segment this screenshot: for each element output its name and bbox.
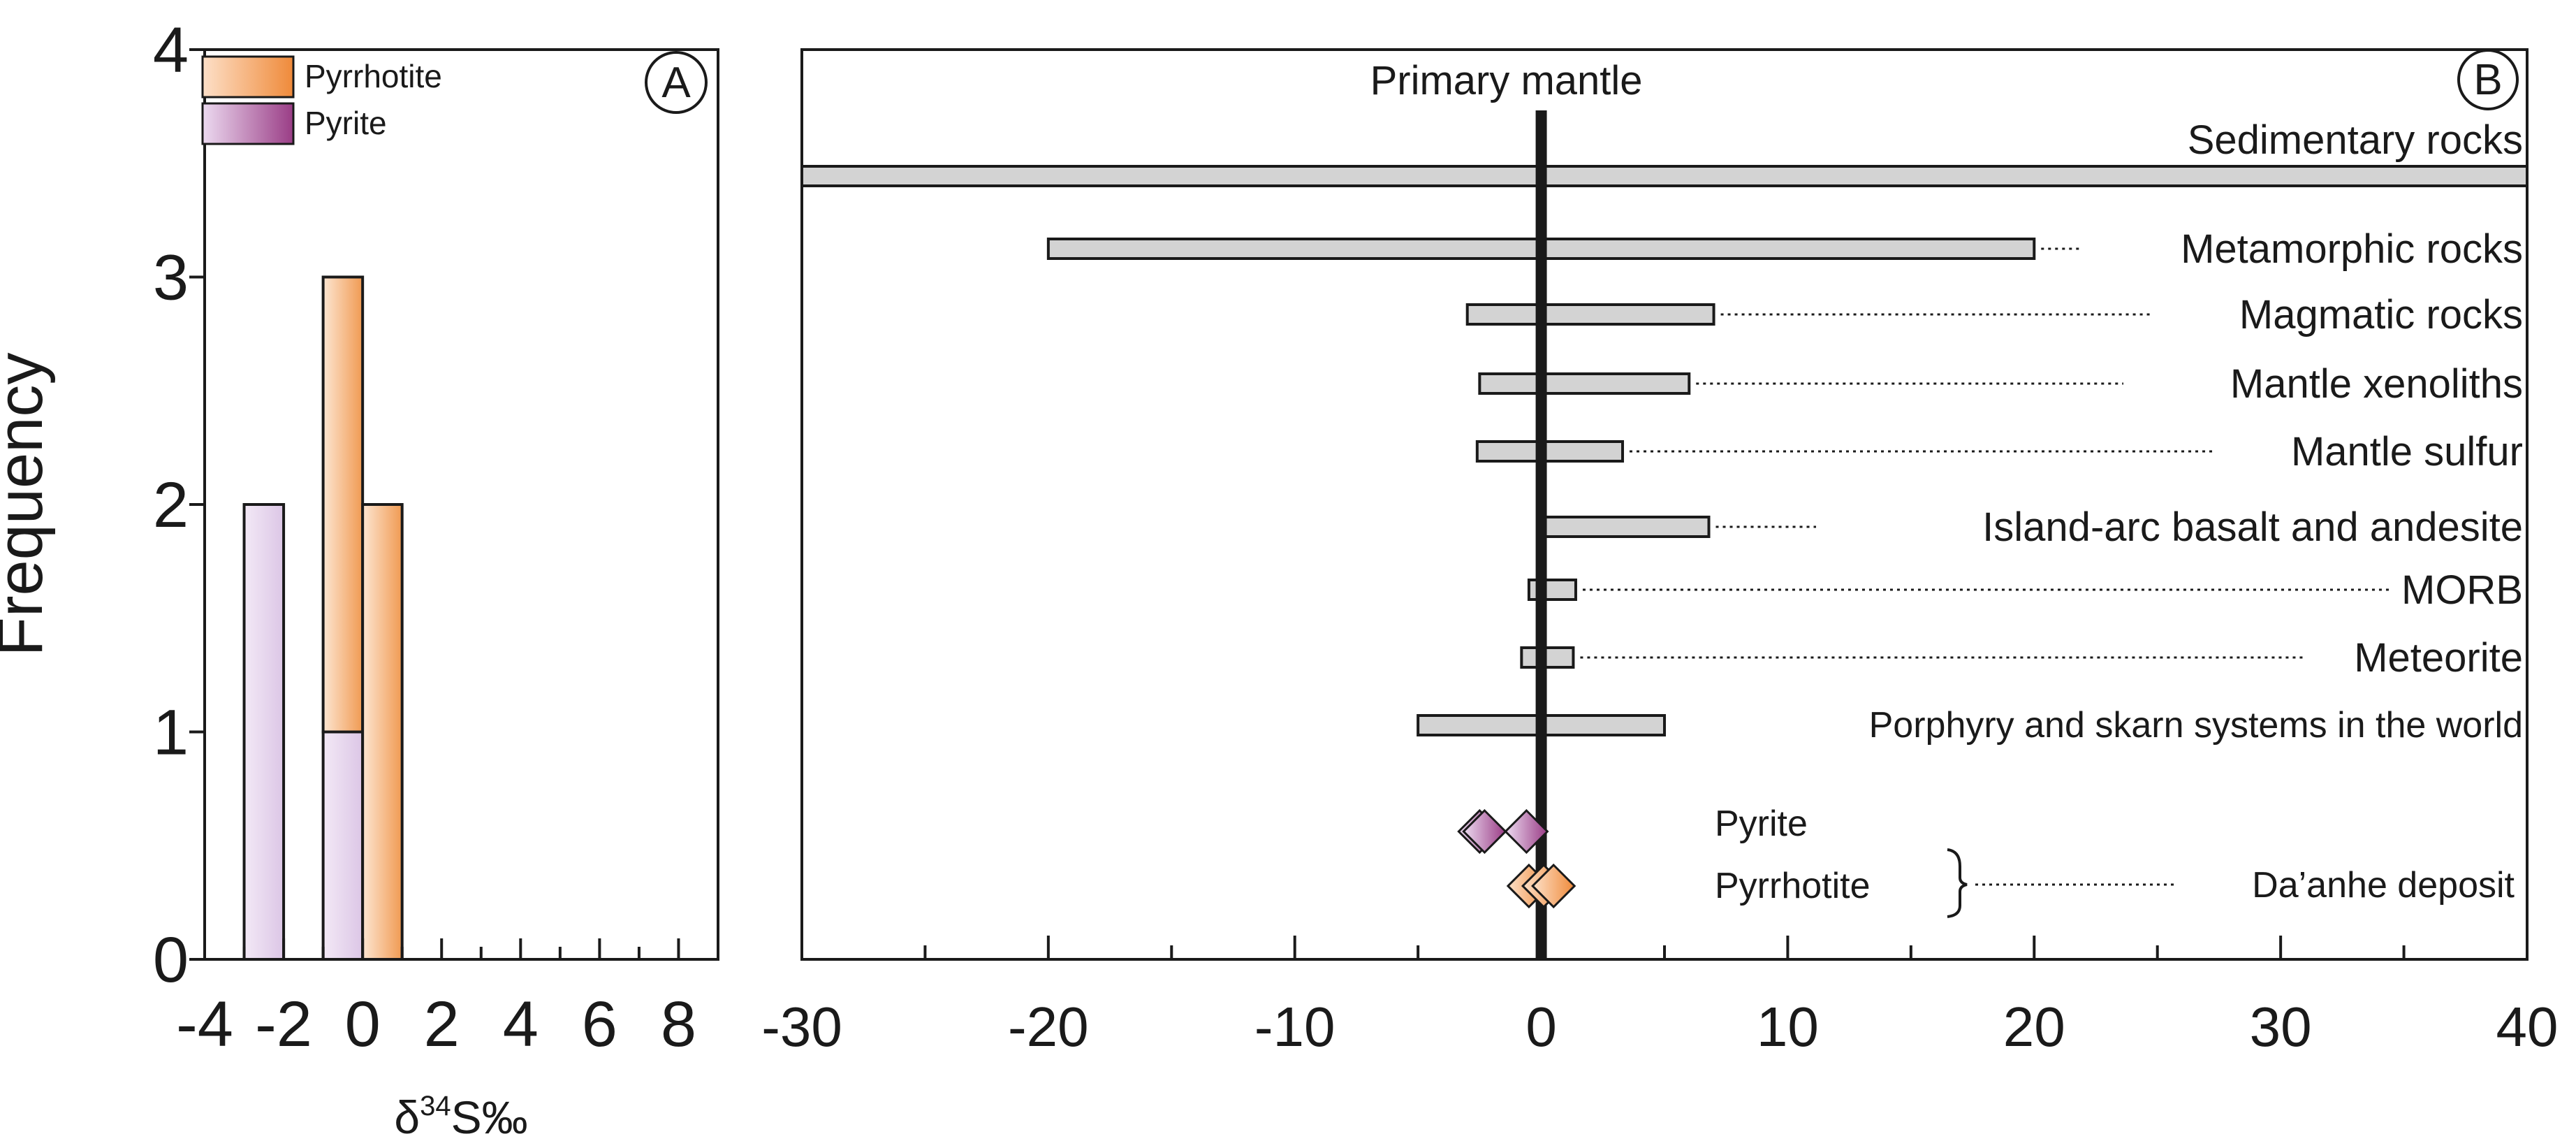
range-label-mantle-sulfur: Mantle sulfur [2291,429,2523,474]
panel-a-badge: A [645,51,708,114]
panel-b-x-tick-label: 20 [2003,996,2065,1058]
panel-a-y-tick-label: 1 [153,697,189,769]
range-label-porphyry-and-skarn-systems-in-the-world: Porphyry and skarn systems in the world [1869,705,2523,746]
range-label-sedimentary-rocks: Sedimentary rocks [2188,117,2523,163]
histogram-bar-pyrite [321,730,365,961]
panel-b-range-chart: Sedimentary rocks Metamorphic rocks Magmat… [761,48,2559,1058]
panel-a-badge-circle [645,51,708,114]
panel-a-x-tick-label: -2 [255,989,312,1060]
range-label-mantle-xenoliths: Mantle xenoliths [2230,361,2523,407]
panel-a-badge-letter: A [661,59,691,107]
range-label-magmatic-rocks: Magmatic rocks [2239,292,2523,337]
panel-b-x-tick-label: 0 [1525,996,1557,1058]
range-label-island-arc-basalt-and-andesite: Island-arc basalt and andesite [1982,504,2523,550]
panel-a-y-tick-label: 0 [153,924,189,996]
panel-b-x-tick-label: 40 [2496,996,2559,1058]
sample-point-pyrite [1504,808,1549,855]
panel-a-y-tick-label: 2 [153,470,189,541]
range-bar-mantle-sulfur [1475,440,1625,463]
histogram-bar-pyrrhotite [361,503,404,961]
legend-swatch-pyrrhotite [201,55,295,99]
histogram-bar-pyrrhotite [321,275,365,734]
sample-point-pyrrhotite [1531,863,1576,909]
range-bar-island-arc-basalt-and-andesite [1542,516,1711,538]
range-label-morb: MORB [2401,567,2523,613]
panel-b-x-tick-label: 10 [1757,996,1819,1058]
panel-a-x-tick-label: 4 [503,989,539,1060]
panel-a-x-tick-label: 2 [424,989,460,1060]
panel-a-x-tick-label: 8 [661,989,696,1060]
range-label-metamorphic-rocks: Metamorphic rocks [2181,226,2523,272]
panel-b-x-tick-label: -10 [1254,996,1335,1058]
panel-a-x-tick-label: 6 [582,989,617,1060]
range-bar-sedimentary-rocks [800,165,2529,187]
panel-a-y-tick-label: 3 [153,242,189,314]
legend-label-pyrrhotite: Pyrrhotite [305,58,442,94]
primary-mantle-label: Primary mantle [1370,58,1643,103]
sample-label-pyrite: Pyrite [1715,804,1808,844]
panel-b-x-tick-label: 30 [2250,996,2312,1058]
panel-b-badge-letter: B [2473,56,2502,104]
range-bar-mantle-xenoliths [1478,372,1691,395]
range-bar-magmatic-rocks [1465,303,1715,326]
sample-label-pyrrhotite: Pyrrhotite [1715,866,1871,906]
sample-point-pyrite [1462,808,1507,855]
panel-a-x-axis-label: δ34S‰ [394,1091,527,1143]
panel-b-badge: B [2457,49,2519,110]
histogram-bar-pyrite [242,503,286,961]
range-label-meteorite: Meteorite [2354,635,2523,681]
panel-b-x-tick-label: -30 [761,996,842,1058]
panel-a-x-tick-label: -4 [176,989,233,1060]
panel-a-x-tick-label: 0 [345,989,381,1060]
panel-b-x-tick-label: -20 [1008,996,1089,1058]
legend-swatch-pyrite [201,102,295,145]
sample-brace [1947,848,1968,918]
legend-label-pyrite: Pyrite [305,105,387,141]
panel-b-badge-circle [2457,49,2519,110]
range-bar-meteorite [1520,646,1575,669]
deposit-label: Da’anhe deposit [2252,865,2515,906]
panel-a-y-tick-label: 4 [153,15,189,86]
panel-a-y-axis-label: Frequency [0,353,56,657]
